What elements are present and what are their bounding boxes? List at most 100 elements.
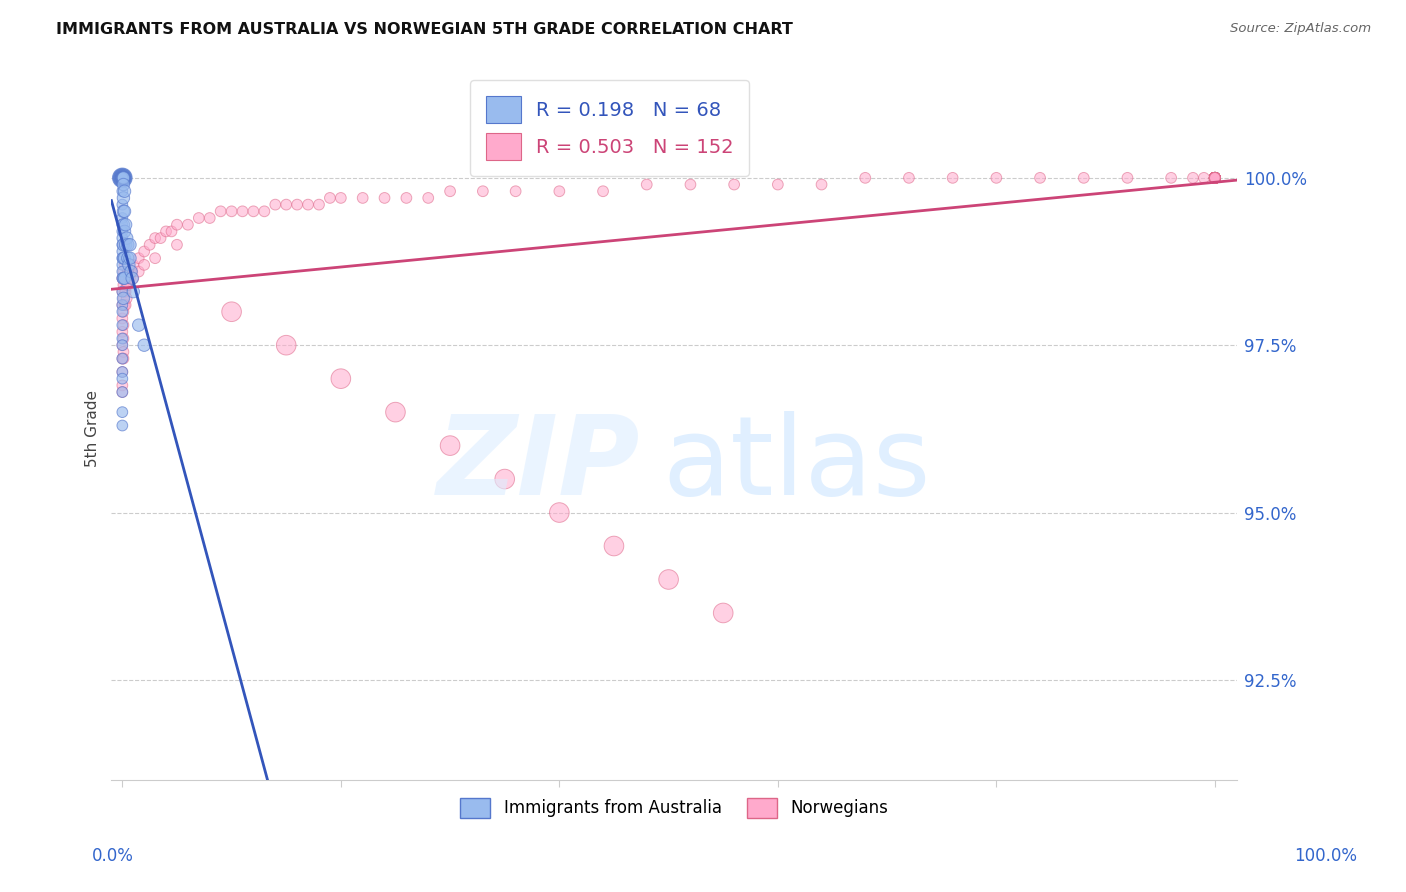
Point — [112, 204, 135, 219]
Point — [942, 170, 965, 185]
Point — [128, 251, 150, 265]
Point — [114, 258, 136, 272]
Point — [114, 271, 136, 285]
Point — [1204, 170, 1226, 185]
Point — [111, 271, 134, 285]
Point — [112, 237, 135, 252]
Point — [111, 298, 134, 312]
Point — [111, 258, 134, 272]
Point — [134, 244, 156, 259]
Point — [1204, 170, 1226, 185]
Point — [1204, 170, 1226, 185]
Point — [112, 251, 135, 265]
Point — [1204, 170, 1226, 185]
Point — [115, 291, 138, 305]
Point — [1204, 170, 1226, 185]
Point — [138, 237, 160, 252]
Point — [115, 277, 138, 292]
Point — [439, 439, 461, 453]
Point — [276, 197, 298, 211]
Point — [1204, 170, 1226, 185]
Point — [111, 170, 134, 185]
Point — [1204, 170, 1226, 185]
Point — [111, 184, 134, 198]
Point — [1073, 170, 1095, 185]
Point — [384, 405, 406, 419]
Point — [111, 372, 134, 386]
Point — [118, 271, 141, 285]
Point — [264, 197, 287, 211]
Point — [111, 405, 134, 419]
Point — [1204, 170, 1226, 185]
Point — [1204, 170, 1226, 185]
Point — [1204, 170, 1226, 185]
Point — [120, 264, 142, 278]
Point — [1204, 170, 1226, 185]
Point — [111, 197, 134, 211]
Point — [1204, 170, 1226, 185]
Point — [112, 277, 135, 292]
Point — [548, 506, 571, 520]
Point — [111, 170, 134, 185]
Point — [111, 418, 134, 433]
Point — [897, 170, 920, 185]
Point — [117, 264, 139, 278]
Point — [112, 351, 135, 366]
Point — [766, 178, 789, 192]
Point — [122, 258, 145, 272]
Point — [112, 291, 135, 305]
Point — [111, 170, 134, 185]
Point — [111, 170, 134, 185]
Point — [114, 271, 136, 285]
Point — [395, 191, 418, 205]
Point — [373, 191, 395, 205]
Point — [111, 298, 134, 312]
Point — [329, 191, 352, 205]
Point — [112, 344, 135, 359]
Point — [122, 271, 145, 285]
Point — [1204, 170, 1226, 185]
Point — [1204, 170, 1226, 185]
Point — [117, 237, 139, 252]
Point — [198, 211, 221, 225]
Point — [111, 378, 134, 392]
Point — [1204, 170, 1226, 185]
Point — [1204, 170, 1226, 185]
Point — [128, 318, 150, 332]
Point — [1204, 170, 1226, 185]
Point — [352, 191, 374, 205]
Point — [114, 237, 136, 252]
Point — [1204, 170, 1226, 185]
Point — [548, 184, 571, 198]
Point — [134, 338, 156, 352]
Point — [120, 264, 142, 278]
Point — [111, 251, 134, 265]
Point — [111, 170, 134, 185]
Point — [117, 251, 139, 265]
Point — [114, 271, 136, 285]
Point — [1204, 170, 1226, 185]
Point — [111, 365, 134, 379]
Point — [1204, 170, 1226, 185]
Point — [1204, 170, 1226, 185]
Point — [1204, 170, 1226, 185]
Point — [1204, 170, 1226, 185]
Point — [111, 237, 134, 252]
Point — [111, 304, 134, 318]
Point — [1204, 170, 1226, 185]
Point — [221, 204, 243, 219]
Point — [114, 285, 136, 299]
Point — [166, 237, 188, 252]
Point — [143, 231, 166, 245]
Legend: Immigrants from Australia, Norwegians: Immigrants from Australia, Norwegians — [454, 791, 894, 825]
Point — [319, 191, 342, 205]
Point — [112, 331, 135, 345]
Point — [111, 338, 134, 352]
Point — [112, 170, 135, 185]
Point — [1204, 170, 1226, 185]
Point — [1182, 170, 1205, 185]
Point — [111, 170, 134, 185]
Point — [1204, 170, 1226, 185]
Point — [111, 318, 134, 332]
Point — [112, 264, 135, 278]
